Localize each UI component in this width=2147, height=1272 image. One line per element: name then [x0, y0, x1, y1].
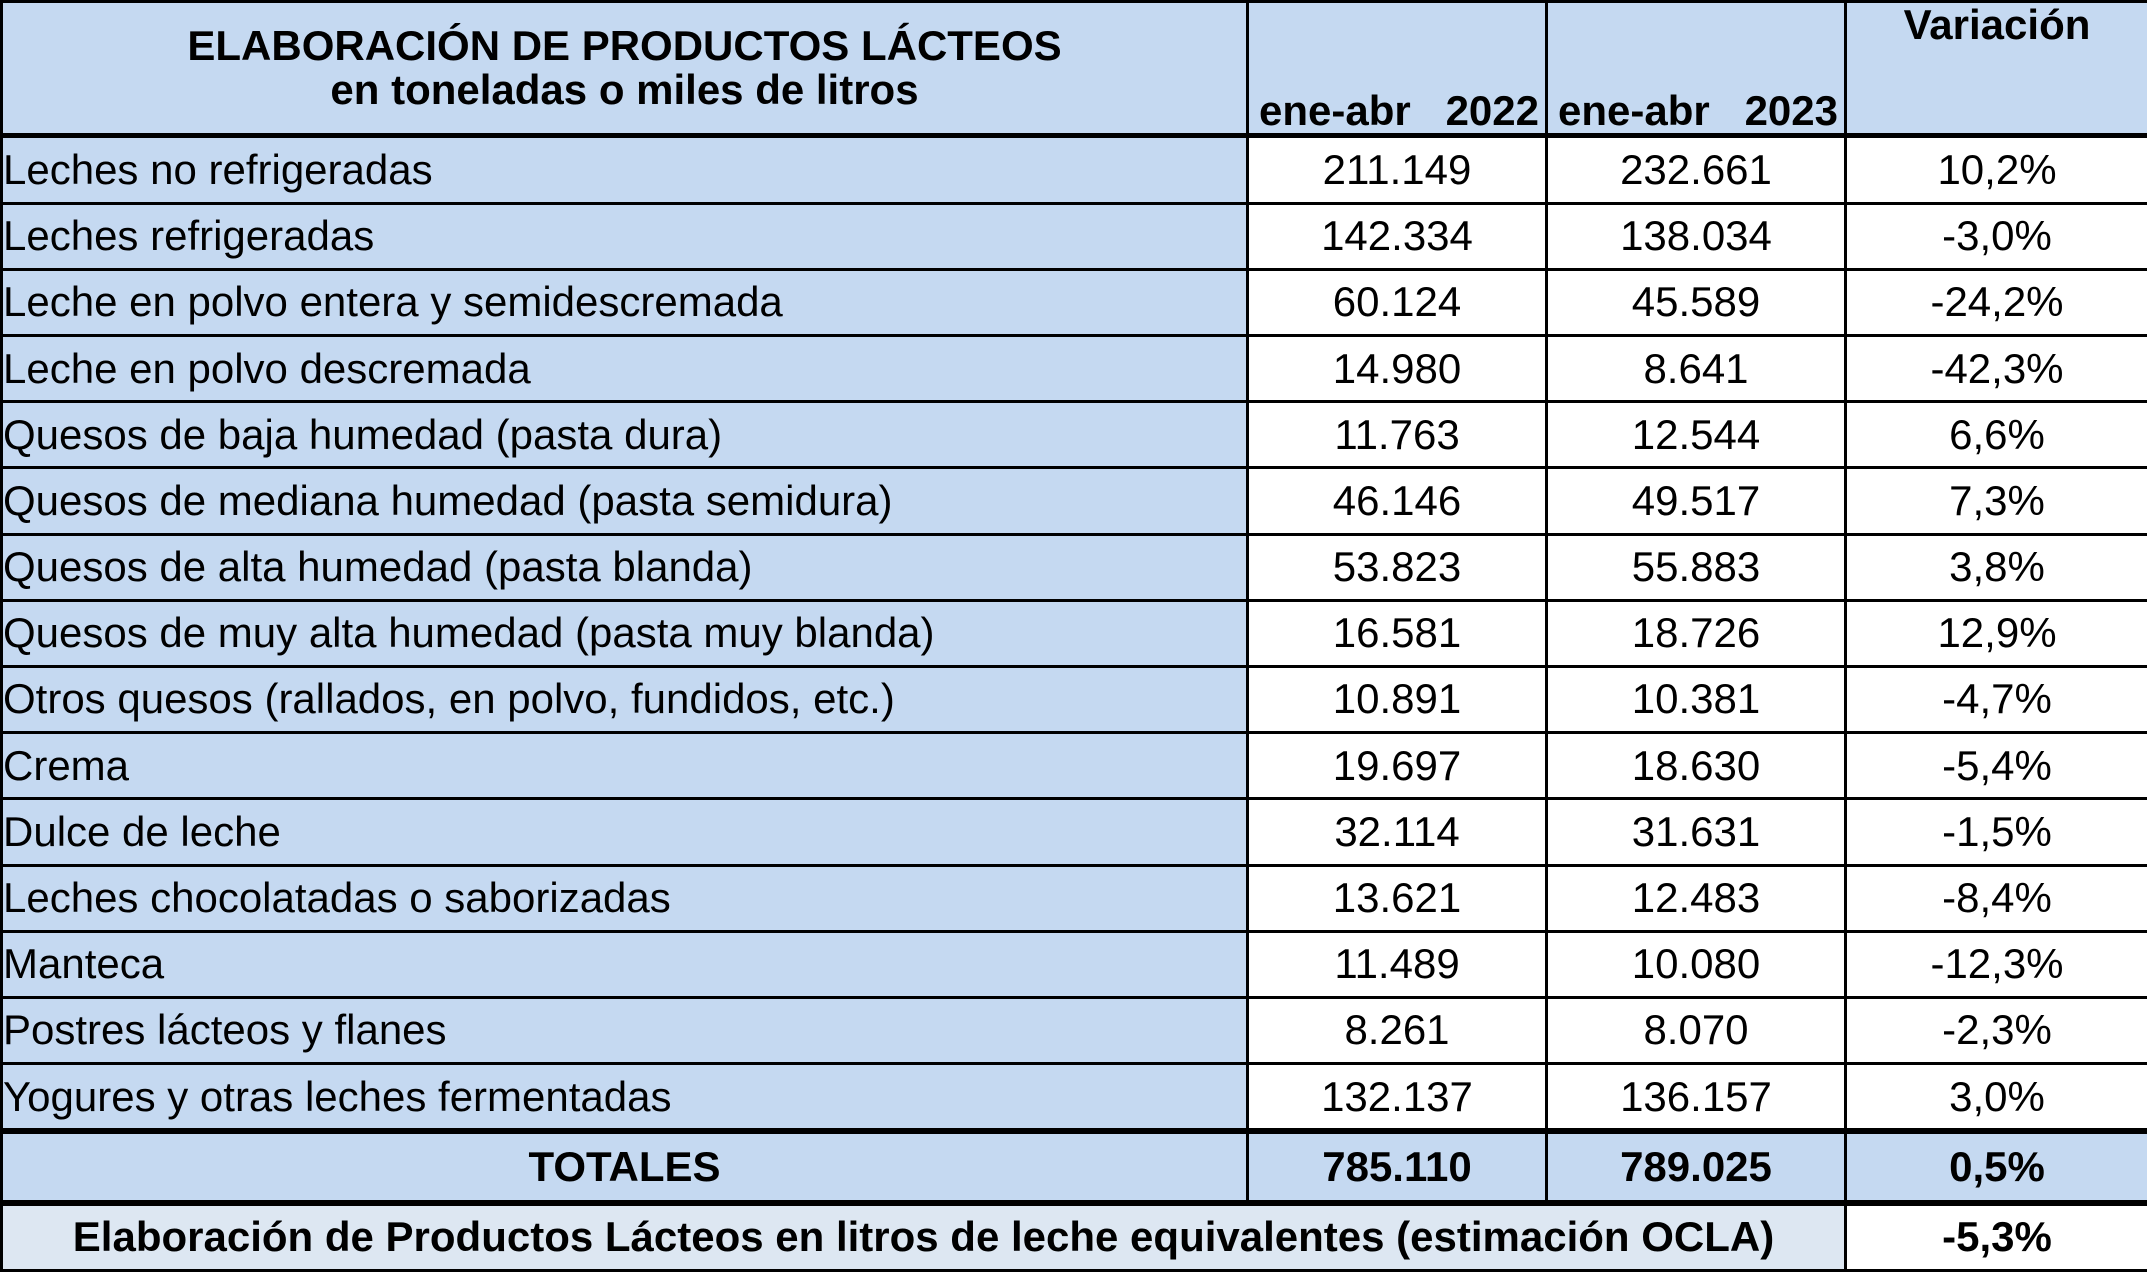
equivalent-liters-row: Elaboración de Productos Lácteos en litr… — [0, 1201, 2147, 1272]
value-2022: 60.124 — [1246, 267, 1548, 338]
value-2022: 46.146 — [1246, 466, 1548, 536]
variation-value: -42,3% — [1844, 333, 2147, 404]
value-2023: 8.641 — [1545, 333, 1847, 404]
product-name: Postres lácteos y flanes — [0, 995, 1249, 1066]
col-header-variation: Variación — [1844, 0, 2147, 139]
value-2022: 11.489 — [1246, 929, 1548, 999]
variation-value: 7,3% — [1844, 466, 2147, 536]
table-row: Yogures y otras leches fermentadas 132.13… — [0, 1062, 2147, 1133]
product-name: Crema — [0, 731, 1249, 801]
totals-row: TOTALES 785.110 789.025 0,5% — [0, 1128, 2147, 1206]
value-2023: 31.631 — [1545, 797, 1847, 867]
value-2023: 232.661 — [1545, 134, 1847, 205]
value-2022: 14.980 — [1246, 333, 1548, 404]
table-row: Leches no refrigeradas 211.149 232.661 10,2… — [0, 134, 2147, 205]
product-name: Dulce de leche — [0, 797, 1249, 867]
value-2022: 142.334 — [1246, 201, 1548, 271]
table-row: Dulce de leche 32.114 31.631 -1,5% — [0, 797, 2147, 867]
variation-value: -24,2% — [1844, 267, 2147, 338]
value-2023: 18.630 — [1545, 731, 1847, 801]
col-header-2022-period: ene-abr — [1259, 87, 1411, 135]
table-row: Quesos de mediana humedad (pasta semidur… — [0, 466, 2147, 536]
table-row: Crema 19.697 18.630 -5,4% — [0, 731, 2147, 801]
variation-value: 10,2% — [1844, 134, 2147, 205]
value-2022: 32.114 — [1246, 797, 1548, 867]
table-row: Leches refrigeradas 142.334 138.034 -3,0% — [0, 201, 2147, 271]
col-header-2023-year: 2023 — [1744, 87, 1838, 135]
variation-value: 3,0% — [1844, 1062, 2147, 1133]
product-name: Leches refrigeradas — [0, 201, 1249, 271]
variation-value: -12,3% — [1844, 929, 2147, 999]
product-name: Quesos de baja humedad (pasta dura) — [0, 400, 1249, 470]
totals-label: TOTALES — [0, 1128, 1249, 1206]
product-name: Leches chocolatadas o saborizadas — [0, 863, 1249, 933]
table-row: Quesos de muy alta humedad (pasta muy bl… — [0, 598, 2147, 668]
product-name: Leche en polvo descremada — [0, 333, 1249, 404]
value-2023: 55.883 — [1545, 532, 1847, 602]
product-name: Yogures y otras leches fermentadas — [0, 1062, 1249, 1133]
totals-2022: 785.110 — [1246, 1128, 1548, 1206]
value-2023: 45.589 — [1545, 267, 1847, 338]
product-name: Otros quesos (rallados, en polvo, fundid… — [0, 664, 1249, 735]
value-2023: 49.517 — [1545, 466, 1847, 536]
product-name: Leches no refrigeradas — [0, 134, 1249, 205]
variation-value: -5,4% — [1844, 731, 2147, 801]
variation-value: -1,5% — [1844, 797, 2147, 867]
value-2022: 13.621 — [1246, 863, 1548, 933]
table-row: Leche en polvo entera y semidescremada 60… — [0, 267, 2147, 338]
product-name: Leche en polvo entera y semidescremada — [0, 267, 1249, 338]
totals-2023: 789.025 — [1545, 1128, 1847, 1206]
value-2022: 19.697 — [1246, 731, 1548, 801]
col-header-2023-period: ene-abr — [1558, 87, 1710, 135]
table-row: Quesos de baja humedad (pasta dura) 11.76… — [0, 400, 2147, 470]
product-name: Quesos de alta humedad (pasta blanda) — [0, 532, 1249, 602]
table-row: Postres lácteos y flanes 8.261 8.070 -2,3% — [0, 995, 2147, 1066]
table-row: Manteca 11.489 10.080 -12,3% — [0, 929, 2147, 999]
value-2023: 12.544 — [1545, 400, 1847, 470]
value-2022: 8.261 — [1246, 995, 1548, 1066]
product-name: Quesos de muy alta humedad (pasta muy bl… — [0, 598, 1249, 668]
equivalent-liters-variation: -5,3% — [1844, 1201, 2147, 1272]
value-2023: 136.157 — [1545, 1062, 1847, 1133]
table-row: Leche en polvo descremada 14.980 8.641 -42,… — [0, 333, 2147, 404]
value-2023: 18.726 — [1545, 598, 1847, 668]
value-2023: 138.034 — [1545, 201, 1847, 271]
value-2022: 132.137 — [1246, 1062, 1548, 1133]
value-2022: 211.149 — [1246, 134, 1548, 205]
col-header-2022-year: 2022 — [1445, 87, 1539, 135]
col-header-2023: ene-abr 2023 — [1545, 0, 1847, 139]
value-2022: 53.823 — [1246, 532, 1548, 602]
product-name: Manteca — [0, 929, 1249, 999]
variation-value: -4,7% — [1844, 664, 2147, 735]
header-row: ELABORACIÓN DE PRODUCTOS LÁCTEOS en tone… — [0, 0, 2147, 139]
totals-variation: 0,5% — [1844, 1128, 2147, 1206]
table-row: Otros quesos (rallados, en polvo, fundid… — [0, 664, 2147, 735]
table-title-cell: ELABORACIÓN DE PRODUCTOS LÁCTEOS en tone… — [0, 0, 1249, 139]
value-2023: 12.483 — [1545, 863, 1847, 933]
variation-value: 3,8% — [1844, 532, 2147, 602]
variation-value: -3,0% — [1844, 201, 2147, 271]
value-2022: 10.891 — [1246, 664, 1548, 735]
equivalent-liters-label: Elaboración de Productos Lácteos en litr… — [0, 1201, 1847, 1272]
table-title: ELABORACIÓN DE PRODUCTOS LÁCTEOS — [187, 22, 1062, 70]
value-2023: 8.070 — [1545, 995, 1847, 1066]
variation-value: 6,6% — [1844, 400, 2147, 470]
value-2023: 10.080 — [1545, 929, 1847, 999]
variation-value: -8,4% — [1844, 863, 2147, 933]
col-header-2022: ene-abr 2022 — [1246, 0, 1548, 139]
table-subtitle: en toneladas o miles de litros — [330, 66, 919, 114]
table-row: Quesos de alta humedad (pasta blanda) 53.… — [0, 532, 2147, 602]
table-row: Leches chocolatadas o saborizadas 13.621 1… — [0, 863, 2147, 933]
value-2022: 16.581 — [1246, 598, 1548, 668]
value-2022: 11.763 — [1246, 400, 1548, 470]
variation-value: 12,9% — [1844, 598, 2147, 668]
value-2023: 10.381 — [1545, 664, 1847, 735]
product-name: Quesos de mediana humedad (pasta semidur… — [0, 466, 1249, 536]
variation-value: -2,3% — [1844, 995, 2147, 1066]
